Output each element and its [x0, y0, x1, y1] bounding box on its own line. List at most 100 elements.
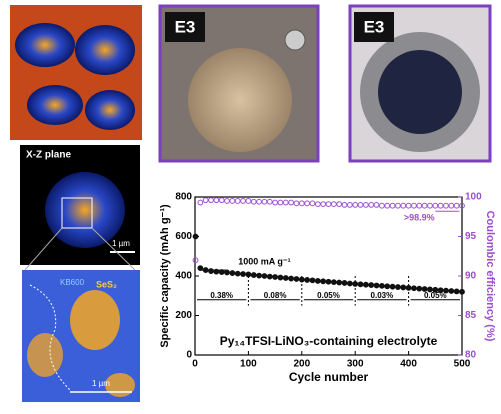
particle: [85, 90, 135, 130]
data-point: [298, 276, 305, 283]
data-point: [395, 284, 401, 290]
data-point: [256, 198, 262, 205]
data-point: [448, 202, 455, 209]
data-point: [208, 197, 214, 204]
data-point: [320, 201, 327, 208]
data-point: [224, 269, 230, 276]
particle: [27, 85, 83, 125]
data-point: [240, 271, 246, 277]
annotation: 0.08%: [264, 291, 287, 300]
x-tick-label: 200: [293, 359, 310, 370]
data-point: [208, 268, 214, 274]
data-point: [368, 202, 375, 208]
x-tick-label: 300: [347, 359, 364, 370]
data-point: [368, 282, 375, 288]
electrode-photo: [378, 50, 462, 134]
data-point: [197, 265, 204, 272]
annotation: 0.03%: [371, 291, 394, 300]
y-axis-label: Specific capacity (mAh g⁻¹): [159, 204, 171, 348]
data-point: [314, 201, 321, 208]
data-point: [448, 288, 455, 294]
scale-label: 1 µm: [92, 379, 110, 388]
photo-label: E3: [175, 17, 196, 36]
data-point: [459, 288, 465, 295]
x-tick-label: 100: [240, 359, 257, 370]
data-point: [384, 283, 391, 290]
data-point: [266, 273, 273, 280]
data-point: [389, 202, 396, 209]
data-point: [202, 267, 209, 273]
data-point: [437, 287, 444, 294]
data-point: [330, 201, 337, 208]
y2-tick-label: 80: [465, 350, 477, 361]
data-point: [282, 275, 289, 281]
data-point: [389, 283, 396, 290]
data-point: [330, 279, 337, 286]
data-point: [384, 202, 391, 209]
scale-label: 1 µm: [112, 239, 130, 248]
data-point: [357, 202, 364, 208]
data-point: [400, 202, 407, 209]
data-point: [411, 202, 417, 209]
y2-tick-label: 85: [465, 310, 477, 321]
data-point: [453, 202, 460, 209]
data-point: [229, 198, 236, 204]
y-tick-label: 0: [186, 350, 192, 361]
data-point: [234, 270, 241, 277]
data-point: [304, 200, 311, 207]
data-point: [325, 201, 332, 208]
data-point: [405, 284, 412, 291]
data-point: [309, 277, 316, 284]
annotation: 0.38%: [210, 291, 233, 300]
data-point: [416, 285, 423, 292]
data-point: [373, 202, 380, 208]
data-point: [250, 272, 257, 278]
data-point: [229, 270, 236, 276]
y2-tick-label: 90: [465, 271, 477, 282]
data-point: [245, 198, 252, 204]
x-tick-label: 400: [400, 359, 417, 370]
data-point: [421, 286, 428, 292]
data-point: [320, 278, 327, 285]
zoom-box: [61, 197, 93, 229]
y2-tick-label: 95: [465, 231, 477, 242]
data-point: [400, 284, 407, 291]
x-tick-label: 500: [454, 359, 471, 370]
data-point: [197, 199, 204, 206]
data-point: [304, 277, 311, 283]
data-point: [336, 201, 343, 208]
y-tick-label: 800: [175, 192, 192, 203]
data-point: [432, 202, 439, 209]
zoom-line: [24, 227, 63, 271]
data-point: [341, 202, 348, 208]
y-tick-label: 200: [175, 310, 192, 321]
photo-label: E3: [364, 17, 385, 36]
data-point: [427, 286, 433, 293]
particle: [75, 25, 135, 75]
data-point: [261, 273, 268, 279]
annotation: 0.05%: [317, 291, 340, 300]
y-tick-label: 600: [175, 231, 192, 242]
label-box: [165, 12, 205, 42]
data-point: [453, 288, 460, 295]
data-point: [293, 276, 300, 282]
data-point: [213, 197, 220, 204]
data-point: [362, 202, 369, 208]
data-point: [421, 202, 428, 209]
data-point: [325, 278, 332, 285]
data-point: [288, 275, 295, 282]
x-tick-label: 0: [192, 359, 198, 370]
data-point: [261, 198, 268, 205]
data-point: [362, 281, 369, 288]
data-point: [218, 197, 225, 204]
ses2-region: [27, 333, 63, 377]
data-point: [352, 281, 359, 287]
data-point: [443, 287, 449, 294]
ses2-region: [105, 373, 135, 397]
data-point: [298, 200, 305, 207]
data-point: [341, 280, 348, 286]
data-point: [373, 282, 380, 289]
boundary: [29, 284, 71, 391]
data-point: [432, 286, 439, 293]
